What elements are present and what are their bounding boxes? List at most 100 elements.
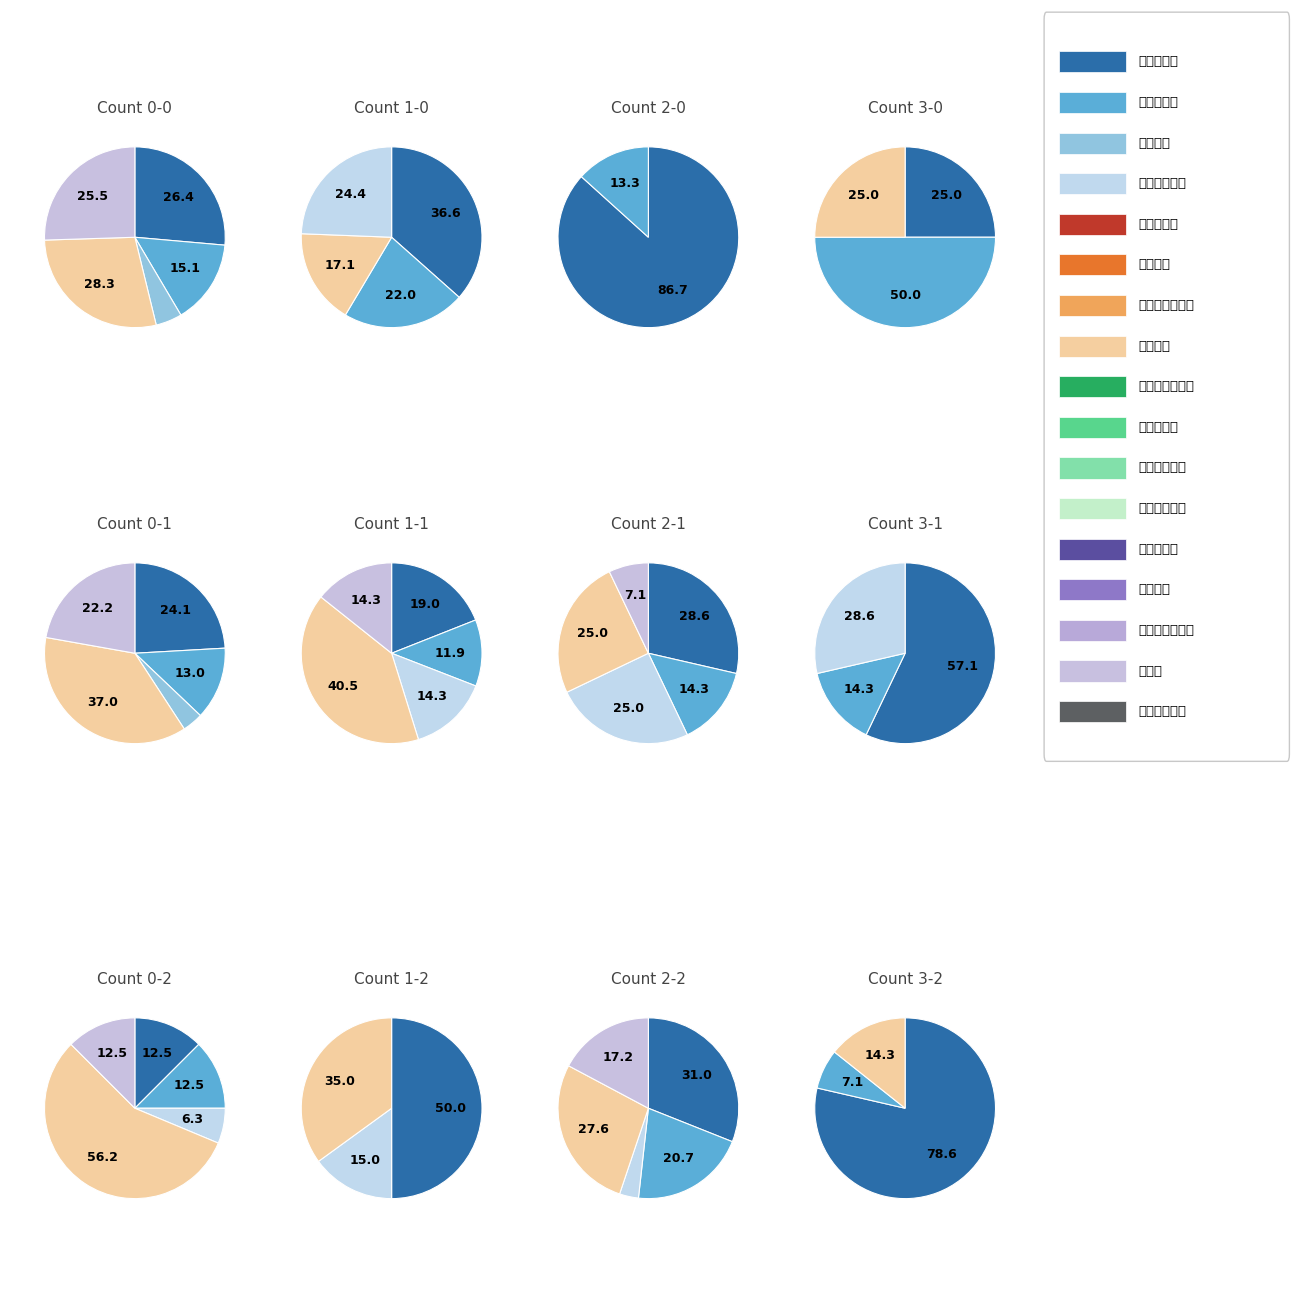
Title: Count 2-0: Count 2-0 <box>611 101 686 116</box>
Title: Count 2-2: Count 2-2 <box>611 972 686 987</box>
Wedge shape <box>905 147 996 237</box>
Text: 28.3: 28.3 <box>84 277 114 290</box>
Text: 25.0: 25.0 <box>848 190 879 203</box>
Text: 35.0: 35.0 <box>324 1075 355 1088</box>
Text: 14.3: 14.3 <box>351 594 382 607</box>
Text: ストレート: ストレート <box>1138 56 1178 69</box>
Wedge shape <box>135 147 225 246</box>
Text: 37.0: 37.0 <box>87 696 118 708</box>
Wedge shape <box>866 563 996 744</box>
Title: Count 1-1: Count 1-1 <box>354 517 429 532</box>
FancyBboxPatch shape <box>1058 173 1126 194</box>
Text: フォーク: フォーク <box>1138 259 1170 272</box>
Text: 25.0: 25.0 <box>931 190 962 203</box>
FancyBboxPatch shape <box>1058 701 1126 723</box>
Wedge shape <box>135 653 200 729</box>
Wedge shape <box>391 147 482 298</box>
Wedge shape <box>135 1108 225 1143</box>
Text: 27.6: 27.6 <box>578 1123 610 1136</box>
Wedge shape <box>610 563 649 653</box>
Text: 19.0: 19.0 <box>410 598 441 611</box>
Title: Count 3-0: Count 3-0 <box>867 101 942 116</box>
Wedge shape <box>649 653 736 734</box>
Text: ナックルカーブ: ナックルカーブ <box>1138 624 1193 637</box>
Text: 25.0: 25.0 <box>577 627 608 640</box>
Text: 25.0: 25.0 <box>614 702 645 715</box>
Wedge shape <box>135 649 225 715</box>
Text: カットボール: カットボール <box>1138 177 1186 190</box>
FancyBboxPatch shape <box>1058 660 1126 681</box>
Wedge shape <box>135 563 225 653</box>
Wedge shape <box>391 653 476 740</box>
Text: 14.3: 14.3 <box>679 684 710 697</box>
FancyBboxPatch shape <box>1058 295 1126 316</box>
Text: 高速スライダー: 高速スライダー <box>1138 381 1193 394</box>
Text: ツーシーム: ツーシーム <box>1138 96 1178 109</box>
Wedge shape <box>567 653 688 744</box>
Title: Count 2-1: Count 2-1 <box>611 517 686 532</box>
Wedge shape <box>44 237 156 328</box>
Text: 15.1: 15.1 <box>169 263 200 276</box>
Wedge shape <box>135 237 181 325</box>
Wedge shape <box>581 147 649 237</box>
Text: 40.5: 40.5 <box>328 680 359 693</box>
Text: スローカーブ: スローカーブ <box>1138 705 1186 718</box>
Text: 24.1: 24.1 <box>160 604 191 617</box>
Wedge shape <box>620 1108 649 1199</box>
Text: 13.0: 13.0 <box>174 667 205 680</box>
FancyBboxPatch shape <box>1058 92 1126 113</box>
Text: 36.6: 36.6 <box>430 207 460 220</box>
Text: 13.3: 13.3 <box>610 177 640 190</box>
Text: パワーカーブ: パワーカーブ <box>1138 502 1186 515</box>
Wedge shape <box>302 597 419 744</box>
Wedge shape <box>302 234 391 315</box>
Wedge shape <box>391 563 476 653</box>
Text: 12.5: 12.5 <box>174 1079 204 1092</box>
FancyBboxPatch shape <box>1058 335 1126 356</box>
Text: 6.3: 6.3 <box>182 1113 204 1126</box>
Text: 17.2: 17.2 <box>603 1052 633 1065</box>
Text: 11.9: 11.9 <box>436 646 465 659</box>
Text: 12.5: 12.5 <box>98 1048 127 1061</box>
Wedge shape <box>815 563 905 673</box>
Title: Count 3-1: Count 3-1 <box>867 517 942 532</box>
Wedge shape <box>302 147 391 237</box>
Wedge shape <box>391 620 482 686</box>
FancyBboxPatch shape <box>1058 213 1126 235</box>
FancyBboxPatch shape <box>1058 580 1126 601</box>
Wedge shape <box>44 147 135 240</box>
Text: スライダー: スライダー <box>1138 421 1178 434</box>
Wedge shape <box>135 1018 199 1108</box>
FancyBboxPatch shape <box>1058 133 1126 153</box>
Text: カーブ: カーブ <box>1138 664 1162 677</box>
Wedge shape <box>135 1044 225 1108</box>
FancyBboxPatch shape <box>1058 417 1126 438</box>
Title: Count 0-0: Count 0-0 <box>98 101 173 116</box>
FancyBboxPatch shape <box>1058 458 1126 478</box>
Text: 28.6: 28.6 <box>844 610 875 623</box>
Text: スプリット: スプリット <box>1138 218 1178 231</box>
Text: 25.5: 25.5 <box>77 190 108 203</box>
Wedge shape <box>391 1018 482 1199</box>
Text: 14.3: 14.3 <box>844 684 875 697</box>
Text: 22.2: 22.2 <box>82 602 113 615</box>
Text: スクリュー: スクリュー <box>1138 542 1178 555</box>
Wedge shape <box>818 653 905 734</box>
Wedge shape <box>44 1044 218 1199</box>
Text: 56.2: 56.2 <box>87 1150 117 1164</box>
FancyBboxPatch shape <box>1058 51 1126 73</box>
FancyBboxPatch shape <box>1058 620 1126 641</box>
Text: 26.4: 26.4 <box>162 191 194 204</box>
Title: Count 1-2: Count 1-2 <box>354 972 429 987</box>
Text: 20.7: 20.7 <box>663 1152 694 1165</box>
Wedge shape <box>46 563 135 653</box>
Wedge shape <box>815 237 996 328</box>
Text: 15.0: 15.0 <box>350 1154 381 1167</box>
Wedge shape <box>568 1018 649 1108</box>
Text: 86.7: 86.7 <box>656 285 688 298</box>
Title: Count 0-2: Count 0-2 <box>98 972 173 987</box>
Title: Count 1-0: Count 1-0 <box>354 101 429 116</box>
Wedge shape <box>558 147 738 328</box>
Wedge shape <box>302 1018 391 1161</box>
Text: 31.0: 31.0 <box>681 1069 712 1082</box>
